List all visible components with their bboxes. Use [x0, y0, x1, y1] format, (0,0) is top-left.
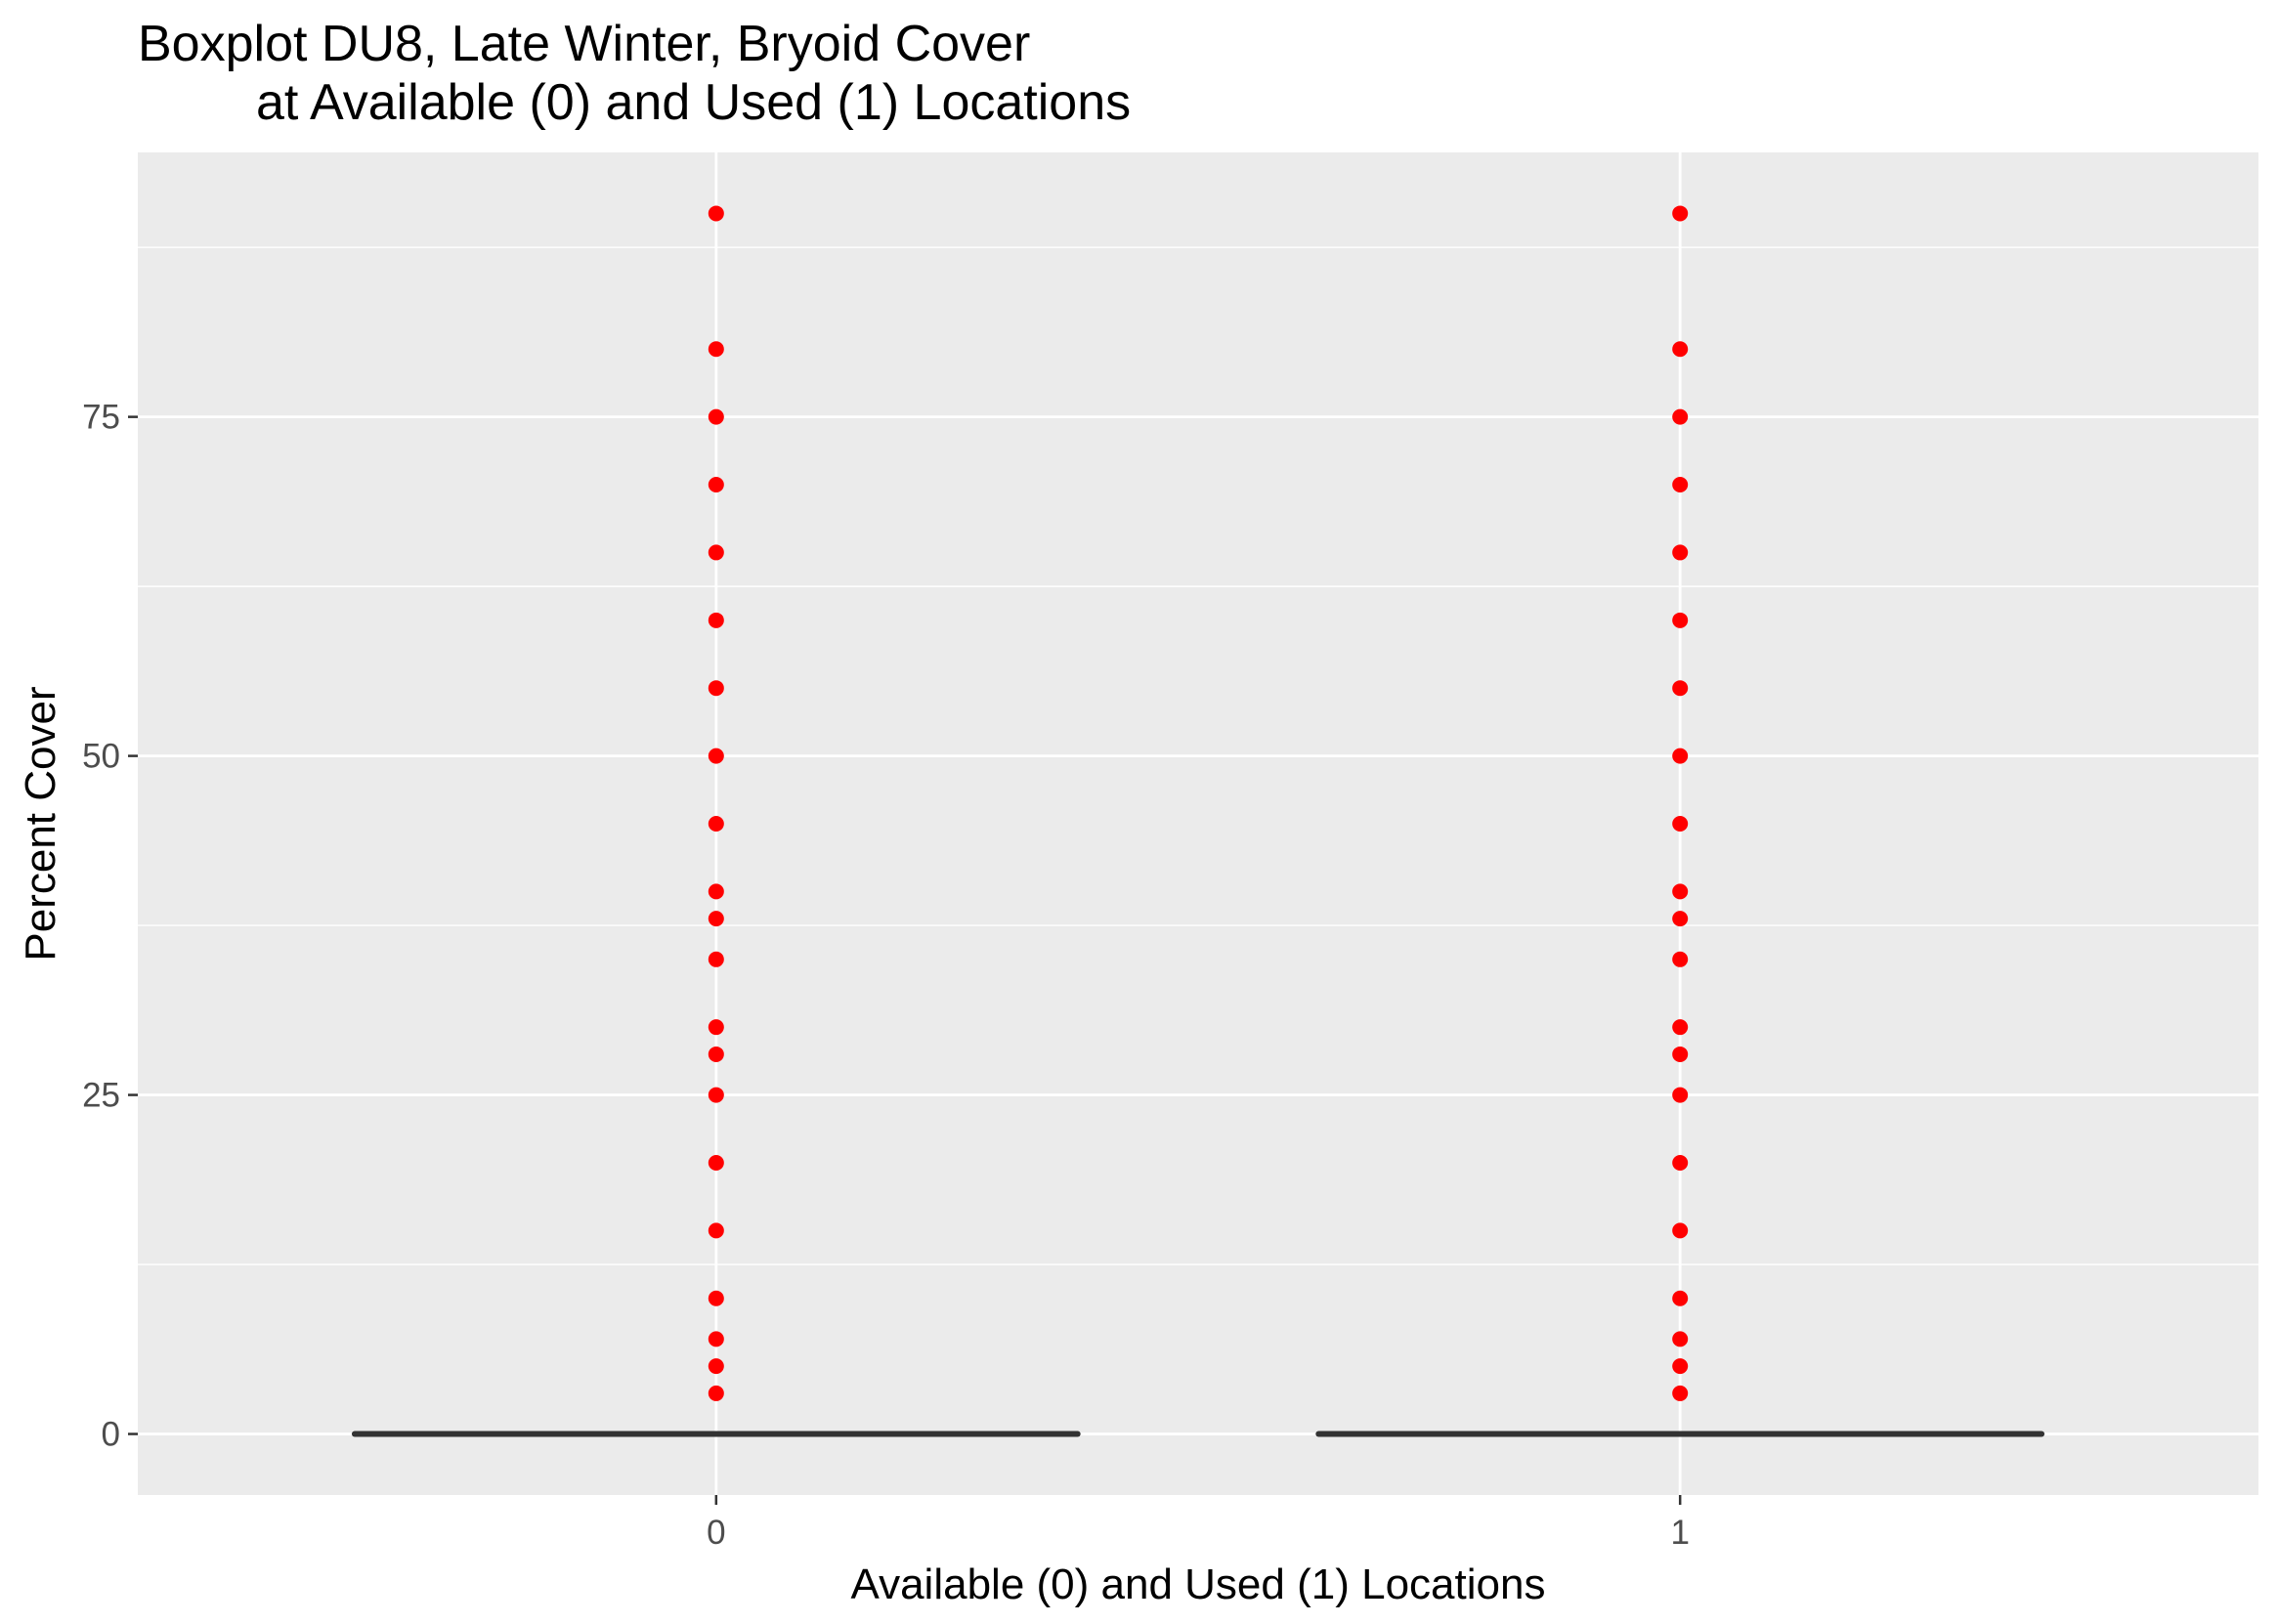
outlier-point — [1672, 544, 1689, 561]
plot-panel — [138, 152, 2258, 1495]
x-tick-label: 0 — [707, 1514, 725, 1552]
outlier-point — [1672, 1331, 1689, 1347]
outlier-point — [1672, 341, 1689, 358]
outlier-point — [708, 1358, 724, 1375]
outlier-point — [708, 680, 724, 697]
outlier-point — [708, 748, 724, 764]
outlier-point — [708, 612, 724, 628]
outlier-point — [1672, 612, 1689, 628]
x-tick-label: 1 — [1670, 1514, 1689, 1552]
y-tick-label: 0 — [102, 1416, 120, 1454]
outlier-point — [1672, 1046, 1689, 1062]
outlier-point — [1672, 477, 1689, 493]
outlier-point — [708, 341, 724, 358]
chart-title: Boxplot DU8, Late Winter, Bryoid Cover a… — [138, 16, 1131, 131]
outlier-point — [1672, 1385, 1689, 1401]
outlier-point — [1672, 951, 1689, 967]
outlier-point — [1672, 205, 1689, 222]
outlier-point — [1672, 883, 1689, 900]
outlier-point — [1672, 1358, 1689, 1375]
y-tick-label: 25 — [82, 1077, 120, 1115]
outlier-points — [708, 205, 1689, 1401]
x-axis-title: Available (0) and Used (1) Locations — [851, 1560, 1546, 1608]
chart-title-line-1: Boxplot DU8, Late Winter, Bryoid Cover — [138, 16, 1030, 72]
outlier-point — [1672, 1290, 1689, 1306]
outlier-point — [708, 883, 724, 900]
y-axis-title: Percent Cover — [17, 686, 64, 961]
outlier-point — [708, 1154, 724, 1171]
outlier-point — [708, 544, 724, 561]
outlier-point — [708, 951, 724, 967]
outlier-point — [708, 1385, 724, 1401]
y-tick-label: 75 — [82, 399, 120, 437]
outlier-point — [1672, 911, 1689, 927]
chart-title-line-2: at Available (0) and Used (1) Locations — [256, 74, 1131, 131]
outlier-point — [1672, 1154, 1689, 1171]
outlier-point — [708, 477, 724, 493]
outlier-point — [708, 205, 724, 222]
outlier-point — [708, 816, 724, 832]
outlier-point — [1672, 748, 1689, 764]
outlier-point — [708, 1019, 724, 1036]
outlier-point — [708, 1087, 724, 1103]
outlier-point — [708, 1046, 724, 1062]
outlier-point — [708, 1290, 724, 1306]
y-axis: 0 25 50 75 — [82, 399, 138, 1454]
outlier-point — [1672, 1019, 1689, 1036]
outlier-point — [1672, 680, 1689, 697]
outlier-point — [1672, 408, 1689, 425]
outlier-point — [708, 1222, 724, 1239]
outlier-point — [1672, 1087, 1689, 1103]
outlier-point — [708, 408, 724, 425]
outlier-point — [1672, 816, 1689, 832]
grid-minor — [138, 246, 2258, 1265]
outlier-point — [708, 1331, 724, 1347]
outlier-point — [708, 911, 724, 927]
outlier-point — [1672, 1222, 1689, 1239]
y-tick-label: 50 — [82, 738, 120, 776]
